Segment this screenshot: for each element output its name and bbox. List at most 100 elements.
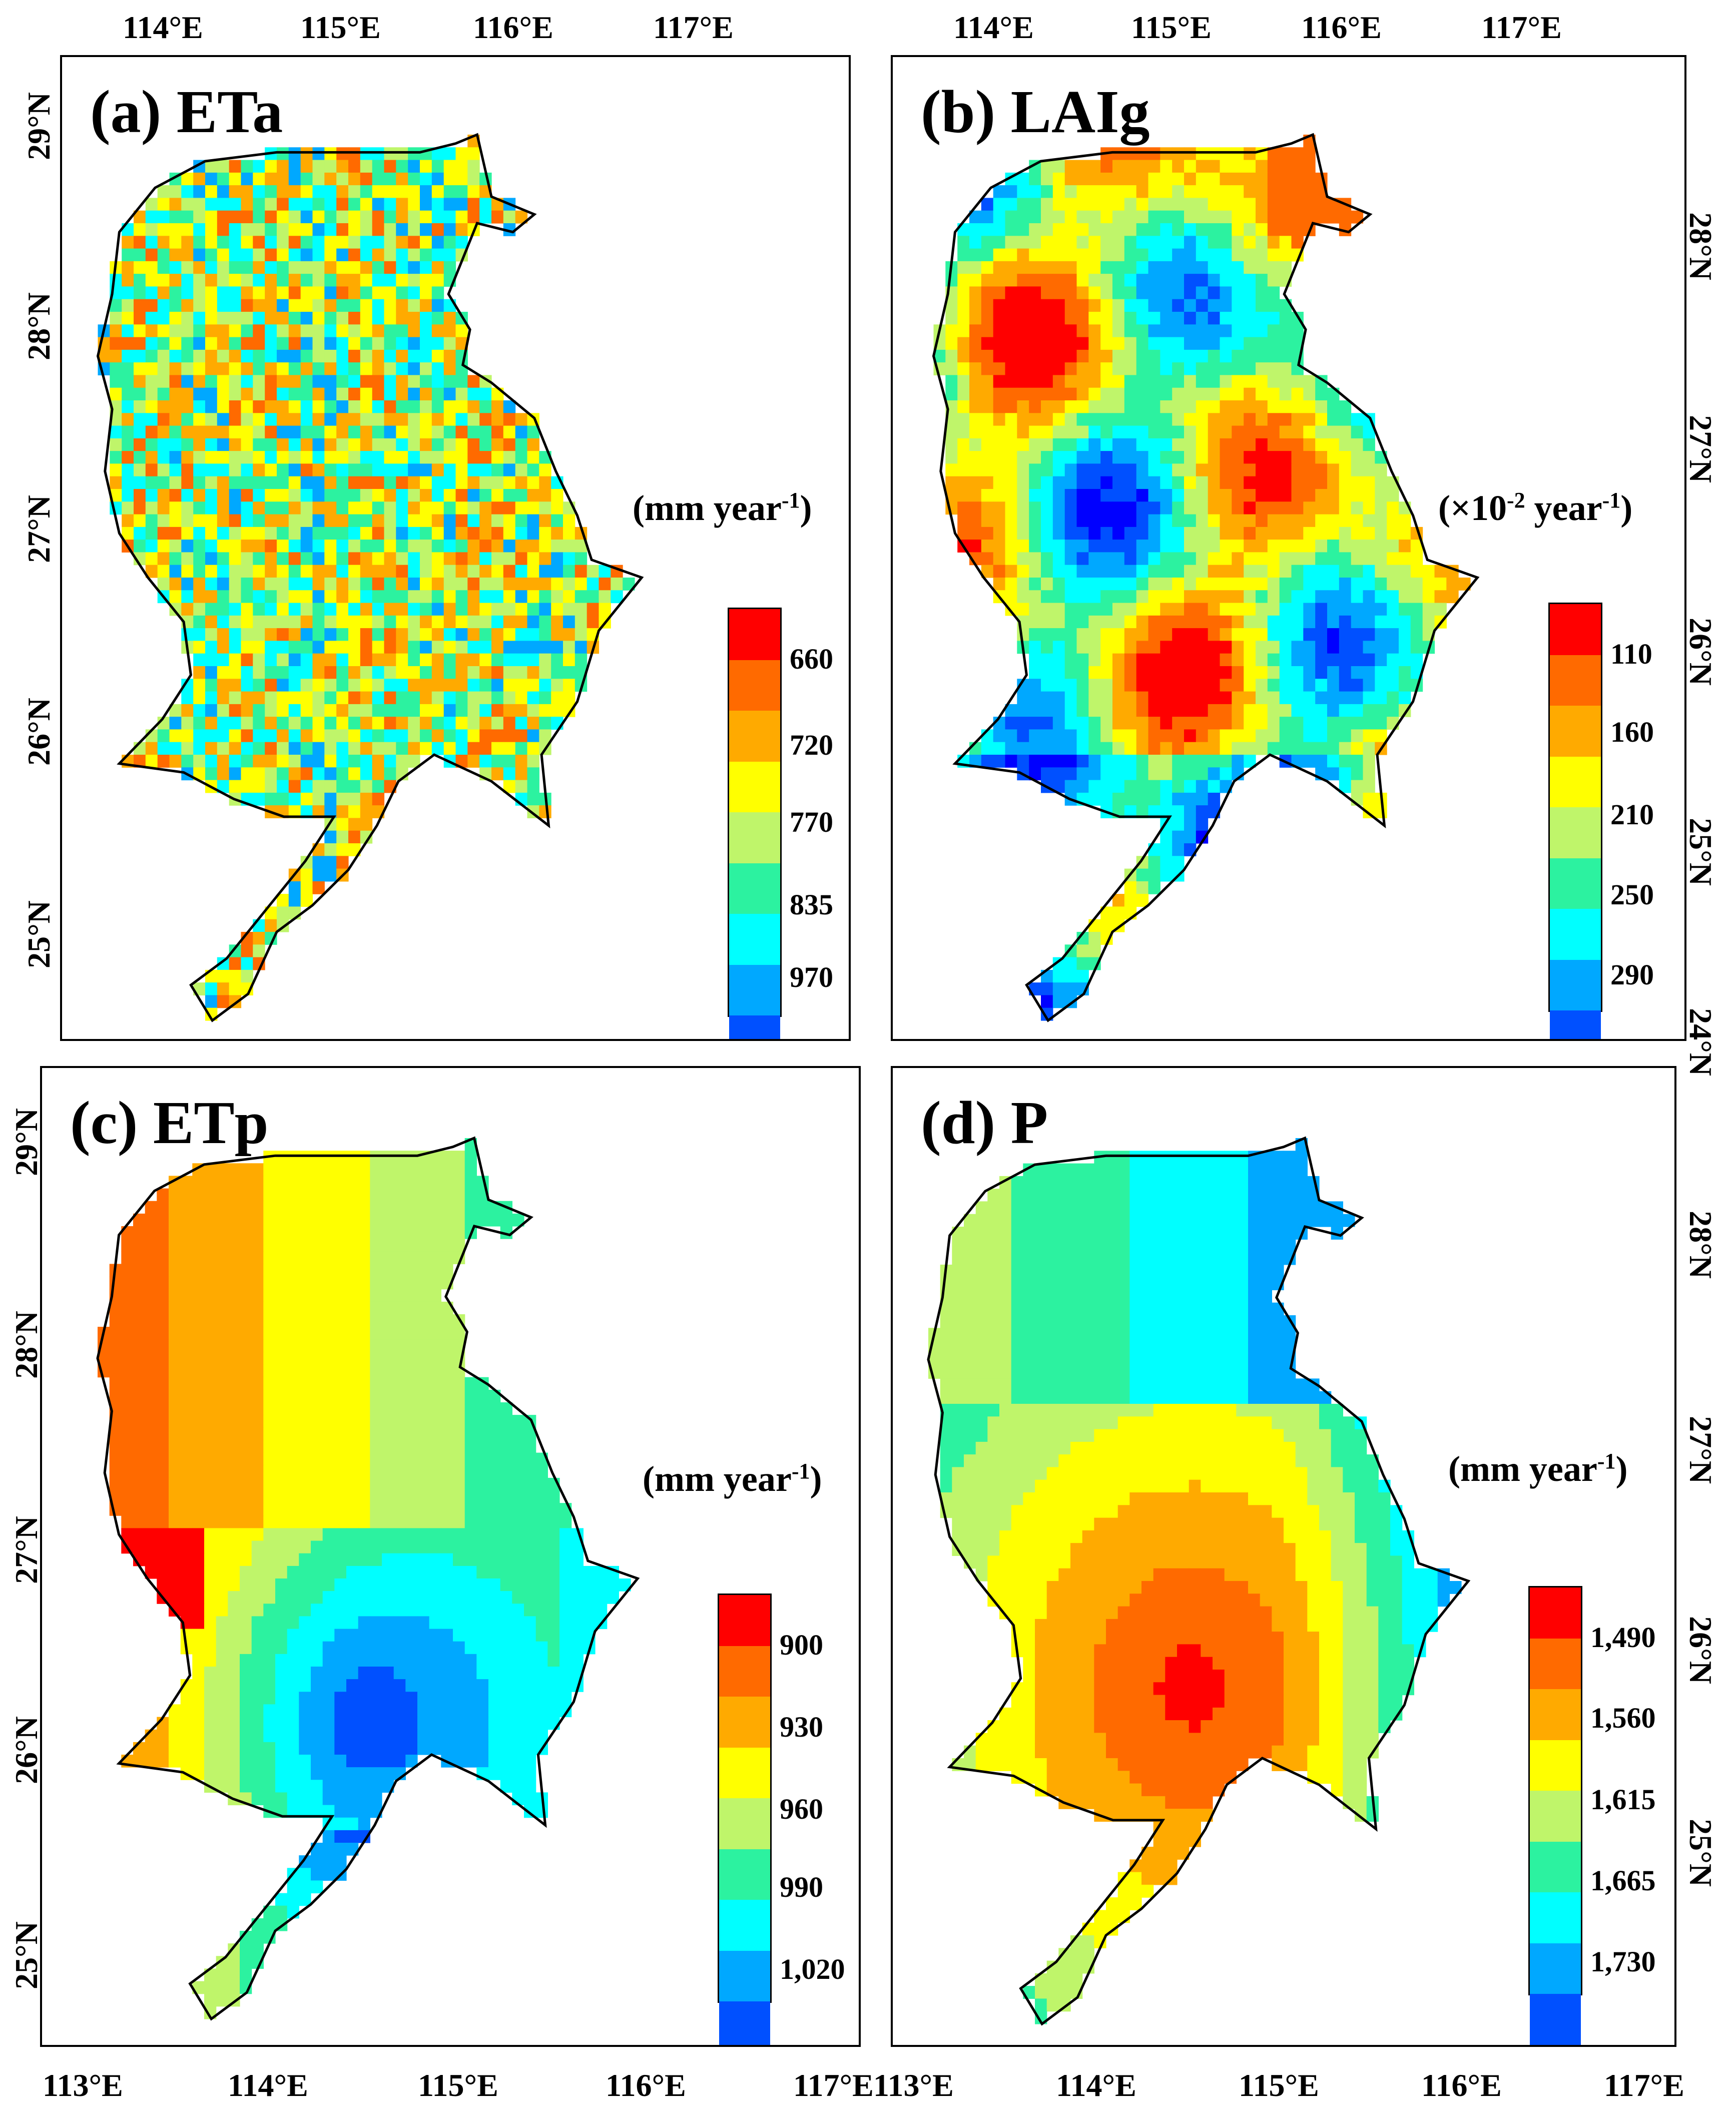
raster-cell [969, 362, 982, 375]
raster-cell [372, 742, 385, 755]
raster-cell [1375, 489, 1387, 502]
raster-cell [241, 438, 253, 451]
raster-cell [587, 565, 600, 578]
raster-cell [145, 236, 158, 249]
raster-cell [229, 349, 242, 363]
raster-cell [1172, 514, 1185, 527]
raster-cell [443, 578, 456, 591]
raster-cell [1064, 463, 1077, 477]
raster-cell [216, 1163, 228, 1176]
raster-cell [217, 540, 230, 553]
raster-cell [265, 337, 277, 350]
raster-cell [503, 615, 516, 629]
raster-cell [1267, 375, 1280, 388]
raster-cell [1244, 717, 1256, 730]
raster-cell [945, 312, 958, 325]
raster-cell [417, 1415, 430, 1428]
raster-cell [299, 1301, 311, 1315]
raster-cell [1387, 514, 1399, 527]
raster-cell [288, 160, 301, 173]
raster-cell [1208, 717, 1221, 730]
raster-cell [360, 387, 373, 401]
raster-cell [1244, 324, 1256, 338]
raster-cell [275, 1427, 288, 1440]
raster-cell [287, 1239, 299, 1252]
raster-cell [408, 476, 420, 489]
raster-cell [216, 1565, 228, 1579]
raster-cell [1052, 995, 1065, 1008]
raster-cell [157, 1540, 169, 1554]
raster-cell [288, 400, 301, 413]
raster-cell [322, 1427, 335, 1440]
raster-cell [370, 1654, 382, 1667]
raster-cell [228, 1364, 240, 1378]
raster-cell [464, 1629, 477, 1642]
raster-cell [299, 1667, 311, 1680]
raster-cell [360, 160, 373, 173]
raster-cell [372, 223, 385, 236]
raster-cell [1100, 349, 1113, 363]
raster-cell [217, 969, 230, 983]
raster-cell [1172, 337, 1185, 350]
raster-cell [1160, 286, 1173, 300]
raster-cell [1076, 198, 1089, 211]
raster-cell [157, 476, 170, 489]
raster-cell [1041, 451, 1053, 464]
raster-cell [431, 628, 444, 641]
raster-cell [1124, 603, 1137, 616]
raster-cell [1399, 691, 1411, 705]
raster-cell [336, 590, 349, 604]
raster-cell [192, 1641, 205, 1655]
raster-cell [241, 286, 253, 300]
raster-cell [253, 526, 265, 540]
raster-cell [408, 349, 420, 363]
raster-cell [1160, 565, 1173, 578]
raster-cell [348, 628, 361, 641]
raster-cell [263, 1477, 276, 1491]
raster-cell [372, 792, 385, 806]
raster-cell [169, 274, 182, 287]
raster-cell [133, 1490, 146, 1503]
raster-cell [1041, 375, 1053, 388]
raster-cell [360, 565, 373, 578]
raster-cell [1088, 691, 1101, 705]
raster-cell [1303, 400, 1316, 413]
raster-cell [455, 160, 468, 173]
raster-cell [1172, 818, 1185, 831]
raster-cell [1184, 526, 1197, 540]
raster-cell [346, 1667, 359, 1680]
raster-cell [110, 425, 122, 439]
raster-cell [479, 210, 492, 224]
raster-cell [1339, 729, 1352, 743]
raster-cell [253, 248, 265, 262]
raster-cell [193, 312, 206, 325]
raster-cell [299, 1641, 311, 1655]
raster-cell [1184, 476, 1197, 489]
raster-cell [312, 729, 325, 743]
raster-cell [1112, 691, 1125, 705]
raster-cell [420, 400, 432, 413]
raster-cell [121, 1452, 134, 1466]
raster-cell [1064, 526, 1077, 540]
raster-cell [1363, 438, 1375, 451]
raster-cell [121, 1251, 134, 1264]
raster-cell [1279, 540, 1292, 553]
raster-cell [181, 540, 194, 553]
raster-cell [441, 1226, 453, 1239]
raster-cell [1232, 312, 1244, 325]
raster-cell [455, 451, 468, 464]
raster-cell [464, 1427, 477, 1440]
raster-cell [360, 185, 373, 198]
raster-cell [253, 729, 265, 743]
raster-cell [157, 312, 170, 325]
raster-cell [192, 1616, 205, 1630]
raster-cell [1017, 438, 1029, 451]
raster-cell [265, 248, 277, 262]
raster-cell [443, 210, 456, 224]
raster-cell [300, 160, 313, 173]
raster-cell [1124, 615, 1137, 629]
raster-cell [277, 590, 289, 604]
raster-cell [229, 375, 242, 388]
raster-cell [217, 679, 230, 692]
raster-cell [1315, 489, 1328, 502]
